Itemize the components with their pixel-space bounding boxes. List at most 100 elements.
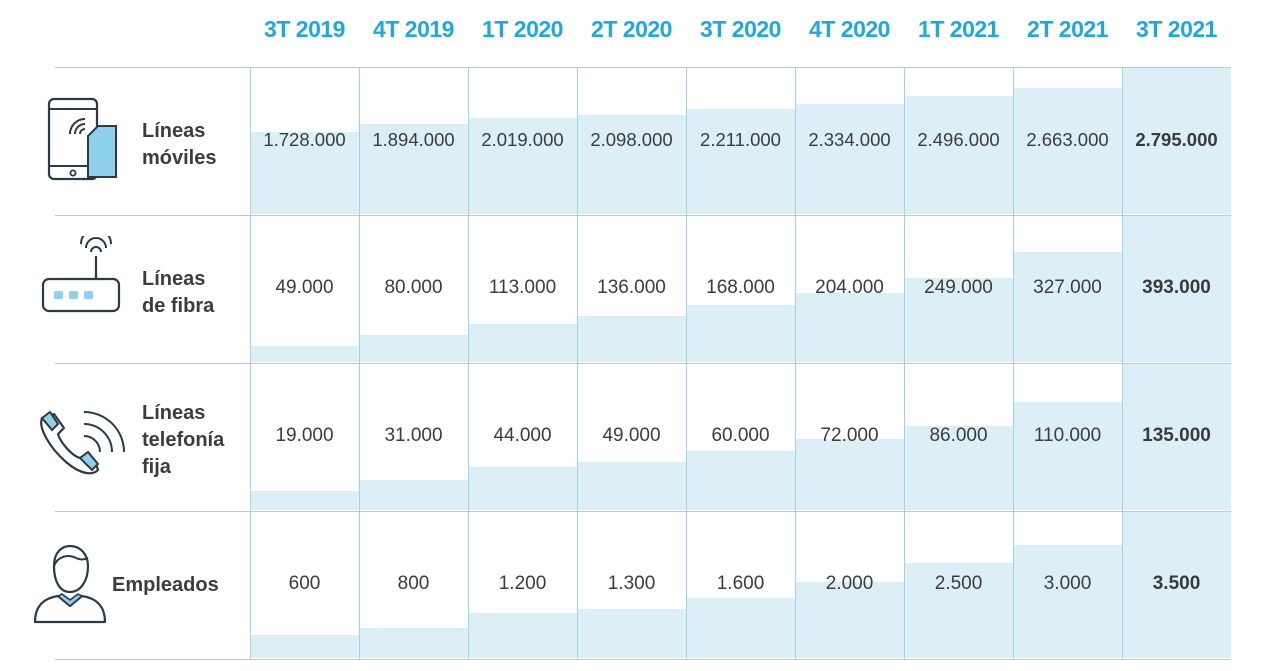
table-cell: 1.200 xyxy=(468,511,577,658)
cell-value: 2.663.000 xyxy=(1026,129,1109,150)
column-divider xyxy=(250,67,251,659)
table-cell: 113.000 xyxy=(468,215,577,362)
table-cell: 135.000 xyxy=(1122,363,1231,510)
value-bar-fill xyxy=(468,613,577,658)
cell-value: 110.000 xyxy=(1033,425,1102,446)
cell-value: 2.098.000 xyxy=(590,129,673,150)
cell-value: 1.894.000 xyxy=(372,129,455,150)
column-header-1t-2020: 1T 2020 xyxy=(482,16,563,42)
column-header-3t-2019: 3T 2019 xyxy=(264,16,345,42)
cell-value: 168.000 xyxy=(706,277,775,298)
table-cell: 1.300 xyxy=(577,511,686,658)
value-bar-fill xyxy=(468,467,577,510)
value-bar-fill xyxy=(686,598,795,658)
row-label-line: móviles xyxy=(142,147,217,169)
value-bar-fill xyxy=(250,635,359,658)
column-divider xyxy=(577,67,578,659)
table-cell: 2.795.000 xyxy=(1122,67,1231,214)
row-label-line: Líneas xyxy=(142,402,206,424)
value-bar-fill xyxy=(686,109,795,214)
column-divider xyxy=(359,67,360,659)
employee-person-icon xyxy=(32,542,108,624)
value-bar-fill xyxy=(1122,363,1231,510)
value-bar-fill xyxy=(795,582,904,658)
column-header-3t-2021: 3T 2021 xyxy=(1136,16,1217,42)
table-cell: 86.000 xyxy=(904,363,1013,510)
cell-value: 31.000 xyxy=(384,425,443,446)
table-cell: 168.000 xyxy=(686,215,795,362)
cell-value: 2.795.000 xyxy=(1135,129,1218,150)
cell-value: 1.600 xyxy=(716,573,765,594)
column-divider xyxy=(795,67,796,659)
phone-handset-icon xyxy=(36,404,136,476)
table-cell: 3.000 xyxy=(1013,511,1122,658)
value-bar-fill xyxy=(577,115,686,214)
cell-value: 1.200 xyxy=(498,573,547,594)
table-cell: 204.000 xyxy=(795,215,904,362)
value-bar-fill xyxy=(250,346,359,362)
table-cell: 249.000 xyxy=(904,215,1013,362)
value-bar-fill xyxy=(359,480,468,510)
table-cell: 72.000 xyxy=(795,363,904,510)
cell-value: 86.000 xyxy=(929,425,988,446)
smartphone-sim-icon xyxy=(44,96,124,184)
table-cell: 2.098.000 xyxy=(577,67,686,214)
cell-value: 3.500 xyxy=(1152,573,1201,594)
row-label-line: Líneas xyxy=(142,268,206,290)
fiber-router-icon xyxy=(40,228,122,318)
table-cell: 3.500 xyxy=(1122,511,1231,658)
cell-value: 1.728.000 xyxy=(263,129,346,150)
cell-value: 2.000 xyxy=(825,573,874,594)
table-cell: 49.000 xyxy=(250,215,359,362)
column-divider xyxy=(468,67,469,659)
value-bar-fill xyxy=(904,278,1013,362)
cell-value: 60.000 xyxy=(711,425,770,446)
table-cell: 1.894.000 xyxy=(359,67,468,214)
value-bar-fill xyxy=(1013,252,1122,362)
value-bar-fill xyxy=(577,609,686,658)
cell-value: 393.000 xyxy=(1142,277,1211,298)
table-cell: 60.000 xyxy=(686,363,795,510)
cell-value: 2.019.000 xyxy=(481,129,564,150)
table-cell: 19.000 xyxy=(250,363,359,510)
table-cell: 31.000 xyxy=(359,363,468,510)
cell-value: 80.000 xyxy=(384,277,443,298)
cell-value: 135.000 xyxy=(1142,425,1211,446)
table-cell: 2.334.000 xyxy=(795,67,904,214)
value-bar-fill xyxy=(468,324,577,362)
row-divider xyxy=(55,67,1231,68)
table-cell: 2.019.000 xyxy=(468,67,577,214)
value-bar-fill xyxy=(686,305,795,362)
row-divider xyxy=(55,363,1231,364)
column-header-3t-2020: 3T 2020 xyxy=(700,16,781,42)
cell-value: 113.000 xyxy=(488,277,557,298)
row-label-line: Empleados xyxy=(112,574,219,596)
row-label-line: fija xyxy=(142,456,171,478)
cell-value: 1.300 xyxy=(607,573,656,594)
table-cell: 1.728.000 xyxy=(250,67,359,214)
row-label: Líneas de fibra xyxy=(142,266,214,320)
table-cell: 600 xyxy=(250,511,359,658)
cell-value: 49.000 xyxy=(602,425,661,446)
cell-value: 249.000 xyxy=(924,277,993,298)
column-header-2t-2020: 2T 2020 xyxy=(591,16,672,42)
cell-value: 44.000 xyxy=(493,425,552,446)
value-bar-fill xyxy=(904,563,1013,658)
value-bar-fill xyxy=(1122,215,1231,362)
cell-value: 204.000 xyxy=(815,277,884,298)
value-bar-fill xyxy=(359,628,468,658)
column-header-1t-2021: 1T 2021 xyxy=(918,16,999,42)
table-cell: 2.500 xyxy=(904,511,1013,658)
cell-value: 800 xyxy=(397,573,430,594)
row-label: Líneas telefonía fija xyxy=(142,400,224,481)
value-bar-fill xyxy=(1013,545,1122,658)
value-bar-fill xyxy=(577,462,686,510)
table-cell: 2.496.000 xyxy=(904,67,1013,214)
column-divider xyxy=(686,67,687,659)
value-bar-fill xyxy=(795,293,904,362)
table-cell: 110.000 xyxy=(1013,363,1122,510)
value-bar-fill xyxy=(795,104,904,214)
row-label: Líneas móviles xyxy=(142,118,216,172)
table-cell: 2.663.000 xyxy=(1013,67,1122,214)
